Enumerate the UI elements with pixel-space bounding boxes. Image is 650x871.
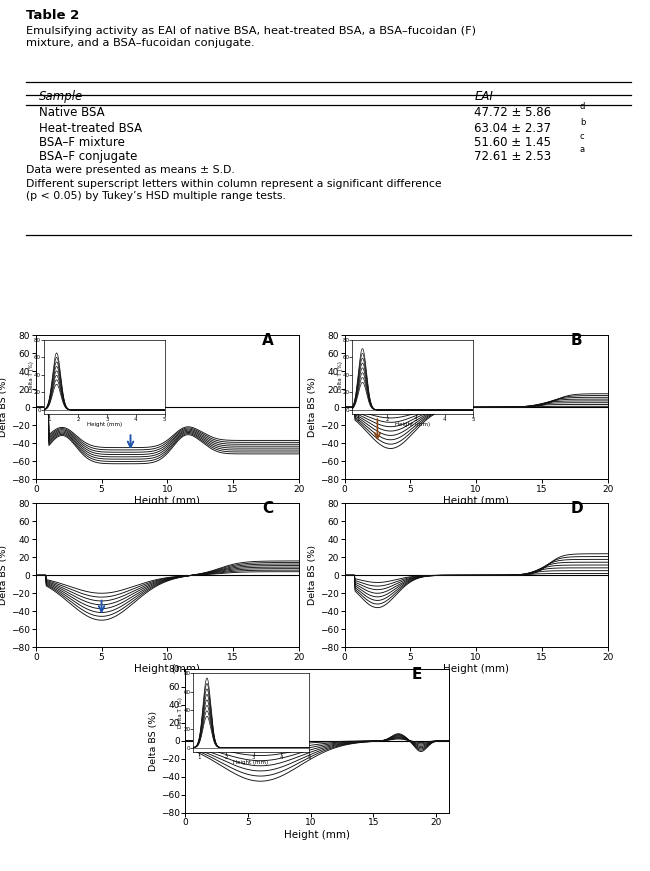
Text: Data were presented as means ± S.D.: Data were presented as means ± S.D.	[26, 165, 235, 175]
X-axis label: Height (mm): Height (mm)	[443, 665, 509, 674]
Text: Heat-treated BSA: Heat-treated BSA	[39, 122, 142, 135]
Text: Emulsifying activity as EAI of native BSA, heat-treated BSA, a BSA–fucoidan (F)
: Emulsifying activity as EAI of native BS…	[26, 26, 476, 48]
Text: BSA–F conjugate: BSA–F conjugate	[39, 150, 137, 163]
Y-axis label: Delta BS (%): Delta BS (%)	[308, 377, 317, 437]
Text: 72.61 ± 2.53: 72.61 ± 2.53	[474, 150, 552, 163]
Text: E: E	[411, 667, 422, 682]
X-axis label: Height (mm): Height (mm)	[135, 496, 200, 506]
Text: 63.04 ± 2.37: 63.04 ± 2.37	[474, 122, 551, 135]
Text: 47.72 ± 5.86: 47.72 ± 5.86	[474, 106, 552, 119]
Y-axis label: Delta BS (%): Delta BS (%)	[149, 711, 158, 771]
Text: Different superscript letters within column represent a significant difference
(: Different superscript letters within col…	[26, 179, 441, 201]
Text: Sample: Sample	[39, 90, 83, 103]
Text: Table 2: Table 2	[26, 9, 79, 22]
X-axis label: Height (mm): Height (mm)	[443, 496, 509, 506]
Text: d: d	[580, 102, 585, 111]
Text: B: B	[571, 334, 582, 348]
X-axis label: Height (mm): Height (mm)	[135, 665, 200, 674]
Y-axis label: Delta BS (%): Delta BS (%)	[308, 545, 317, 605]
Y-axis label: Delta BS (%): Delta BS (%)	[0, 545, 8, 605]
Y-axis label: Delta BS (%): Delta BS (%)	[0, 377, 8, 437]
Text: BSA–F mixture: BSA–F mixture	[39, 136, 125, 149]
Text: b: b	[580, 118, 585, 126]
Text: EAI: EAI	[474, 90, 493, 103]
Text: Native BSA: Native BSA	[39, 106, 105, 119]
Text: 51.60 ± 1.45: 51.60 ± 1.45	[474, 136, 551, 149]
Text: a: a	[580, 145, 585, 154]
X-axis label: Height (mm): Height (mm)	[284, 830, 350, 840]
Text: c: c	[580, 132, 584, 140]
Text: A: A	[262, 334, 274, 348]
Text: D: D	[571, 502, 584, 517]
Text: C: C	[262, 502, 273, 517]
